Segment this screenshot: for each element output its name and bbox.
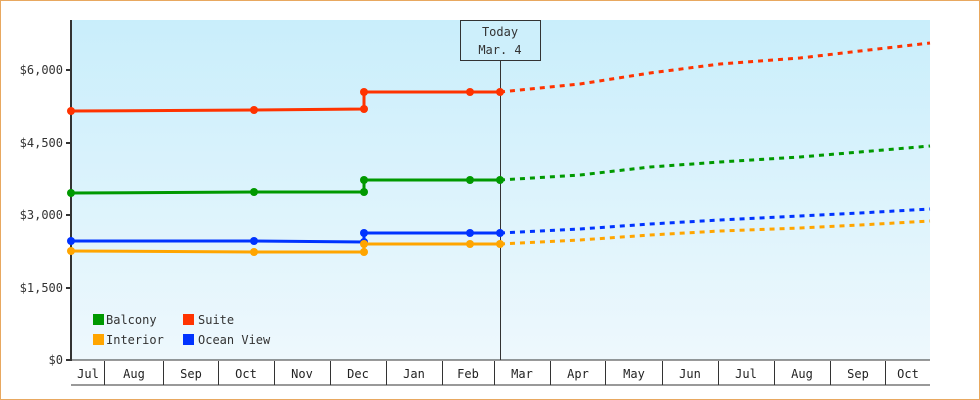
month-axis: Jul Aug Sep Oct Nov Dec Jan Feb Mar Apr … [71, 361, 930, 386]
month-label: Feb [457, 367, 479, 381]
series-balcony [67, 144, 931, 197]
today-label: Today [482, 25, 518, 39]
month-label: Jun [679, 367, 701, 381]
month-label: Jul [77, 367, 99, 381]
month-label: Jan [403, 367, 425, 381]
y-ticks: $0 $1,500 $3,000 $4,500 $6,000 [20, 63, 71, 367]
legend-swatch-interior [93, 334, 104, 345]
legend-label-balcony: Balcony [106, 313, 157, 327]
series-ocean-view [67, 207, 931, 246]
series-suite [67, 41, 931, 115]
legend-label-suite: Suite [198, 313, 234, 327]
legend-swatch-balcony [93, 314, 104, 325]
legend-label-interior: Interior [106, 333, 164, 347]
y-tick-label: $4,500 [20, 136, 63, 150]
month-label: Dec [347, 367, 369, 381]
month-label: Sep [180, 367, 202, 381]
series-interior [67, 219, 931, 256]
month-label: Aug [791, 367, 813, 381]
y-tick-label: $3,000 [20, 208, 63, 222]
today-marker: Today Mar. 4 [460, 20, 541, 360]
month-label: Apr [567, 367, 589, 381]
month-label: Oct [897, 367, 919, 381]
today-label-box [460, 20, 541, 61]
y-tick-label: $6,000 [20, 63, 63, 77]
month-label: Nov [291, 367, 313, 381]
legend: Balcony Suite Interior Ocean View [93, 313, 271, 347]
legend-label-ocean-view: Ocean View [198, 333, 271, 347]
month-label: Jul [735, 367, 757, 381]
today-date: Mar. 4 [478, 43, 521, 57]
month-label: Aug [123, 367, 145, 381]
month-label: Sep [847, 367, 869, 381]
y-tick-label: $0 [49, 353, 63, 367]
legend-swatch-suite [183, 314, 194, 325]
month-label: Mar [511, 367, 533, 381]
month-label: Oct [235, 367, 257, 381]
y-tick-label: $1,500 [20, 281, 63, 295]
legend-swatch-ocean-view [183, 334, 194, 345]
month-label: May [623, 367, 645, 381]
